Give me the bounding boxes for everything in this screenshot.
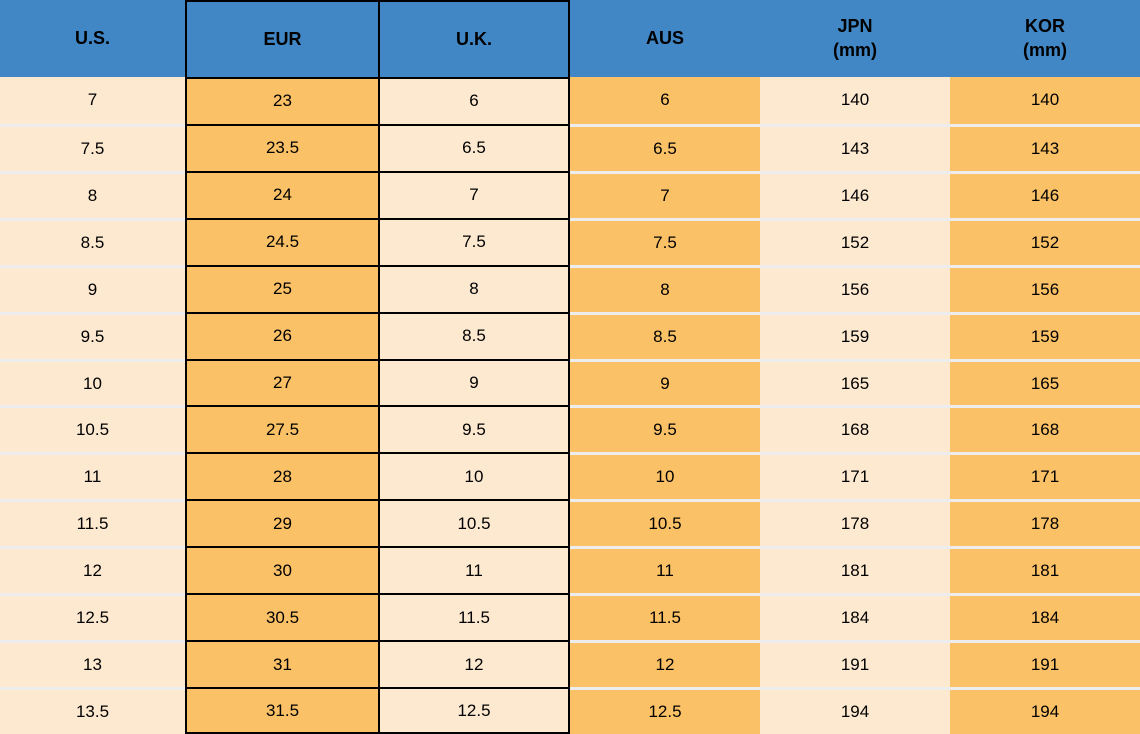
table-cell: 8.5 bbox=[0, 217, 185, 265]
table-cell: 181 bbox=[760, 546, 950, 594]
table-cell: 181 bbox=[950, 546, 1140, 594]
table-cell: 143 bbox=[760, 123, 950, 171]
table-cell: 9.5 bbox=[570, 405, 760, 453]
table-cell: 25 bbox=[185, 264, 380, 312]
table-cell: 8.5 bbox=[380, 311, 570, 359]
column-header-uk: U.K. bbox=[380, 0, 570, 77]
table-cell: 23 bbox=[185, 77, 380, 124]
table-cell: 168 bbox=[760, 405, 950, 453]
table-cell: 168 bbox=[950, 405, 1140, 453]
table-cell: 10.5 bbox=[570, 499, 760, 547]
column-header-unit: (mm) bbox=[833, 39, 877, 60]
column-header-label: EUR bbox=[263, 28, 302, 49]
table-cell: 29 bbox=[185, 499, 380, 547]
table-cell: 31 bbox=[185, 640, 380, 688]
table-cell: 7.5 bbox=[380, 217, 570, 265]
column-header-us: U.S. bbox=[0, 0, 185, 77]
table-cell: 159 bbox=[950, 311, 1140, 359]
table-cell: 6 bbox=[380, 77, 570, 124]
table-cell: 12.5 bbox=[380, 687, 570, 734]
table-cell: 165 bbox=[760, 358, 950, 406]
table-cell: 194 bbox=[760, 687, 950, 734]
table-cell: 28 bbox=[185, 452, 380, 500]
column-header-jpn: JPN (mm) bbox=[760, 0, 950, 77]
table-cell: 9.5 bbox=[0, 311, 185, 359]
table-cell: 27 bbox=[185, 358, 380, 406]
table-cell: 27.5 bbox=[185, 405, 380, 453]
column-header-label: KOR bbox=[1025, 15, 1065, 36]
table-cell: 23.5 bbox=[185, 123, 380, 171]
column-header-eur: EUR bbox=[185, 0, 380, 77]
table-cell: 13.5 bbox=[0, 687, 185, 734]
table-cell: 11.5 bbox=[570, 593, 760, 641]
table-cell: 8 bbox=[380, 264, 570, 312]
table-cell: 11 bbox=[0, 452, 185, 500]
table-cell: 30.5 bbox=[185, 593, 380, 641]
table-cell: 184 bbox=[950, 593, 1140, 641]
table-cell: 10 bbox=[0, 358, 185, 406]
table-cell: 165 bbox=[950, 358, 1140, 406]
table-cell: 13 bbox=[0, 640, 185, 688]
table-cell: 152 bbox=[950, 217, 1140, 265]
table-cell: 156 bbox=[760, 264, 950, 312]
table-cell: 12.5 bbox=[0, 593, 185, 641]
table-cell: 10 bbox=[380, 452, 570, 500]
table-cell: 184 bbox=[760, 593, 950, 641]
table-cell: 8.5 bbox=[570, 311, 760, 359]
table-cell: 9.5 bbox=[380, 405, 570, 453]
table-cell: 11.5 bbox=[380, 593, 570, 641]
table-cell: 12 bbox=[380, 640, 570, 688]
table-cell: 8 bbox=[570, 264, 760, 312]
table-cell: 191 bbox=[950, 640, 1140, 688]
table-cell: 146 bbox=[760, 170, 950, 218]
table-cell: 7 bbox=[380, 170, 570, 218]
column-header-label: AUS bbox=[645, 27, 684, 48]
table-cell: 24.5 bbox=[185, 217, 380, 265]
table-cell: 11 bbox=[570, 546, 760, 594]
table-cell: 143 bbox=[950, 123, 1140, 171]
table-cell: 7.5 bbox=[570, 217, 760, 265]
table-cell: 152 bbox=[760, 217, 950, 265]
table-cell: 9 bbox=[570, 358, 760, 406]
table-cell: 12.5 bbox=[570, 687, 760, 734]
table-cell: 171 bbox=[950, 452, 1140, 500]
table-cell: 7 bbox=[570, 170, 760, 218]
table-cell: 146 bbox=[950, 170, 1140, 218]
table-cell: 7 bbox=[0, 77, 185, 124]
table-cell: 12 bbox=[570, 640, 760, 688]
table-cell: 6.5 bbox=[380, 123, 570, 171]
table-cell: 9 bbox=[380, 358, 570, 406]
table-cell: 11.5 bbox=[0, 499, 185, 547]
table-cell: 31.5 bbox=[185, 687, 380, 734]
column-header-label: JPN bbox=[837, 15, 873, 36]
table-cell: 11 bbox=[380, 546, 570, 594]
table-cell: 30 bbox=[185, 546, 380, 594]
table-cell: 10 bbox=[570, 452, 760, 500]
table-cell: 156 bbox=[950, 264, 1140, 312]
table-cell: 10.5 bbox=[380, 499, 570, 547]
column-header-aus: AUS bbox=[570, 0, 760, 77]
table-cell: 191 bbox=[760, 640, 950, 688]
column-header-label: U.S. bbox=[74, 27, 110, 48]
table-cell: 10.5 bbox=[0, 405, 185, 453]
table-cell: 171 bbox=[760, 452, 950, 500]
table-cell: 8 bbox=[0, 170, 185, 218]
table-cell: 140 bbox=[760, 77, 950, 124]
table-cell: 159 bbox=[760, 311, 950, 359]
table-cell: 6.5 bbox=[570, 123, 760, 171]
table-cell: 178 bbox=[760, 499, 950, 547]
column-header-unit: (mm) bbox=[1023, 39, 1067, 60]
column-header-kor: KOR (mm) bbox=[950, 0, 1140, 77]
table-cell: 7.5 bbox=[0, 123, 185, 171]
table-cell: 12 bbox=[0, 546, 185, 594]
table-cell: 194 bbox=[950, 687, 1140, 734]
table-cell: 140 bbox=[950, 77, 1140, 124]
table-cell: 178 bbox=[950, 499, 1140, 547]
table-cell: 26 bbox=[185, 311, 380, 359]
table-cell: 9 bbox=[0, 264, 185, 312]
column-header-label: U.K. bbox=[456, 28, 492, 49]
table-cell: 24 bbox=[185, 170, 380, 218]
table-cell: 6 bbox=[570, 77, 760, 124]
